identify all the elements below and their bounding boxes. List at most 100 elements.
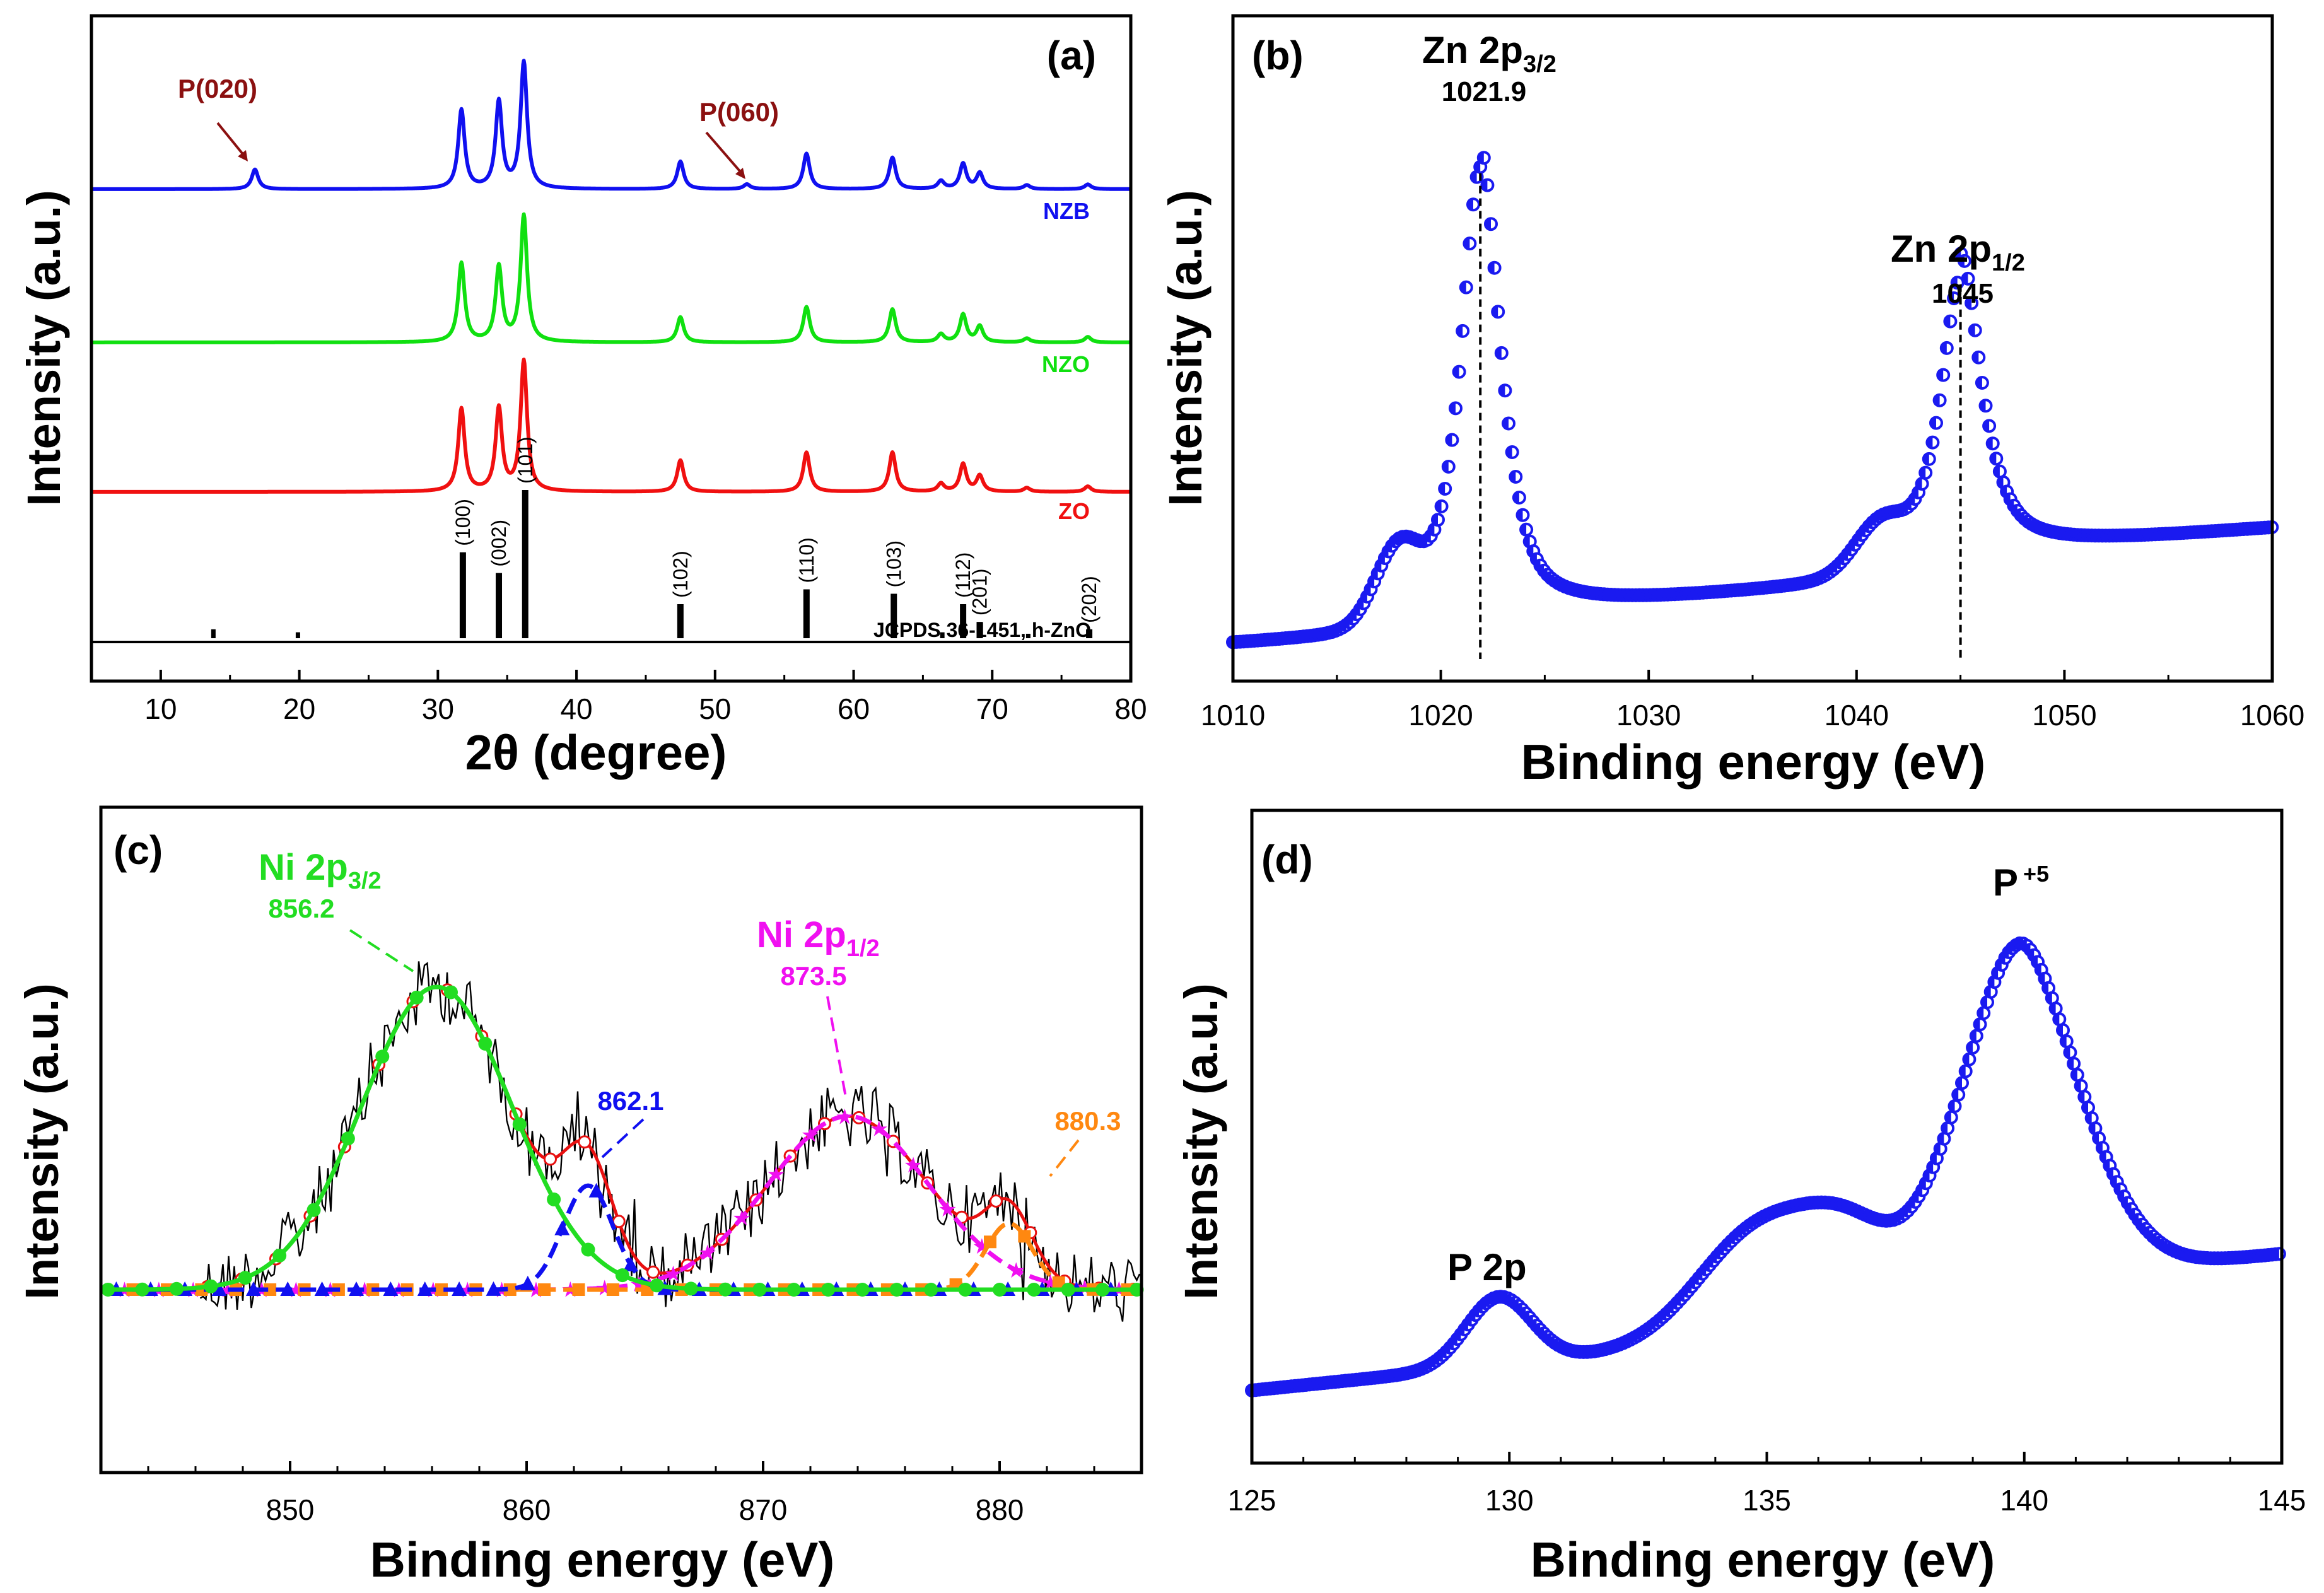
component-ni2p32-leader — [349, 929, 414, 972]
data-point-fill — [2032, 956, 2038, 968]
data-point-fill — [1468, 199, 1473, 211]
component-ni2p12-leader — [826, 996, 848, 1101]
component-marker — [1052, 1276, 1065, 1289]
data-point-fill — [1428, 523, 1435, 535]
envelope-marker — [544, 1152, 557, 1166]
reference-stick-label: (101) — [514, 436, 537, 484]
component-marker — [417, 1281, 433, 1296]
component-marker — [409, 990, 424, 1005]
component-marker: ★ — [904, 1153, 923, 1177]
data-point-fill — [1930, 417, 1936, 429]
data-point-fill — [1372, 568, 1378, 580]
reference-stick-label: (202) — [1078, 576, 1101, 623]
panel-0-tick-label: 10 — [144, 692, 177, 725]
component-marker: ★ — [835, 1105, 854, 1129]
data-point-fill — [1959, 1065, 1966, 1077]
peak-label-p5: P +5 — [1993, 861, 2049, 904]
component-ni2p32-sub: 3/2 — [348, 868, 382, 894]
panel-b-plot-area — [1226, 151, 2279, 659]
component-ni2p12-name: Ni 2p — [757, 914, 846, 955]
panel-2-tick-label: 860 — [503, 1493, 551, 1526]
component-marker — [264, 1283, 277, 1296]
component-marker — [135, 1282, 149, 1297]
component-marker — [170, 1281, 184, 1296]
data-point-fill — [2104, 1160, 2110, 1172]
component-marker — [623, 1256, 638, 1271]
data-point-fill — [2064, 1046, 2070, 1058]
data-point-fill — [1513, 492, 1519, 503]
envelope-marker — [989, 1194, 1003, 1208]
data-point-fill — [2079, 1091, 2085, 1103]
peak-label-zn2p12: Zn 2p1/2 — [1891, 228, 2025, 276]
data-point-fill — [1930, 1152, 1937, 1164]
panel-d-xlabel: Binding energy (eV) — [1531, 1532, 1995, 1587]
data-point-fill — [2266, 522, 2272, 533]
component-marker — [650, 1278, 664, 1293]
data-point-fill — [1446, 434, 1452, 446]
data-point-fill — [1924, 1170, 1930, 1181]
data-point-fill — [1945, 1111, 1951, 1123]
panel-a-ref-label: JCPDS 36-1451, h-ZnO — [873, 619, 1091, 641]
peak-zn2p12-sub: 1/2 — [1992, 250, 2025, 276]
panel-2-tick-label: 870 — [739, 1493, 788, 1526]
data-point-fill — [1464, 238, 1470, 250]
data-point-fill — [1923, 453, 1929, 465]
panel-0-tick-label: 80 — [1114, 692, 1147, 725]
component-ni2p12-sub: 1/2 — [846, 935, 880, 962]
data-point-fill — [1478, 152, 1484, 164]
data-point-fill — [2082, 1102, 2088, 1114]
component-marker: ★ — [1007, 1259, 1025, 1283]
reference-stick-label: (100) — [452, 499, 474, 546]
panel-d-x-axis: 125 130 135 140 145 — [1228, 1452, 2306, 1517]
data-point-fill — [1488, 262, 1495, 274]
data-point-fill — [2035, 964, 2041, 976]
data-point-fill — [1934, 1143, 1941, 1155]
component-marker — [924, 1283, 938, 1297]
data-point-fill — [1492, 306, 1498, 318]
envelope-marker — [646, 1265, 660, 1279]
panel-0-tick-label: 50 — [699, 692, 731, 725]
data-point-fill — [1506, 446, 1512, 458]
component-marker — [572, 1283, 585, 1296]
panel-a-ylabel: Intensity (a.u.) — [18, 190, 70, 506]
component-marker — [349, 1281, 364, 1296]
panel-1-tick-label: 1060 — [2240, 699, 2304, 732]
data-point-fill — [1442, 461, 1449, 472]
component-marker — [341, 1131, 355, 1146]
component-marker: ★ — [766, 1162, 785, 1186]
panel-0-tick-label: 40 — [560, 692, 592, 725]
data-point-fill — [2075, 1080, 2081, 1092]
panel-1-tick-label: 1030 — [1616, 699, 1681, 732]
component-marker — [984, 1235, 996, 1249]
component-ni2p12-value: 873.5 — [780, 961, 846, 991]
peak-label-p2p: P 2p — [1447, 1246, 1527, 1288]
panel-3-tick-label: 135 — [1743, 1484, 1791, 1517]
data-point-fill — [1471, 171, 1477, 183]
panel-b-ylabel: Intensity (a.u.) — [1159, 190, 1212, 506]
component-marker — [855, 1283, 870, 1297]
component-marker — [547, 1192, 561, 1206]
reference-stick-label: (102) — [669, 551, 692, 598]
panel-a-label: (a) — [1047, 33, 1096, 78]
data-point-fill — [1934, 394, 1940, 406]
data-point-fill — [2096, 1142, 2103, 1154]
reference-stick-label: (110) — [795, 537, 818, 583]
data-point-fill — [2053, 1013, 2060, 1025]
panel-2-tick-label: 850 — [266, 1493, 315, 1526]
panel-c-label: (c) — [114, 827, 163, 873]
raw-data-line — [199, 961, 1141, 1322]
component-marker — [444, 985, 458, 1000]
annotation-p060: P(060) — [699, 97, 779, 127]
data-point-fill — [1453, 366, 1459, 378]
panel-c-plot-area: ★ ★ ★ ★ ★ ★ ★ ★ ★ ★ ★ ★ ★ ★ ★ ★ ★★★★★★★★★★★★ ★ ★ — [101, 961, 1144, 1322]
data-point-fill — [1927, 436, 1933, 448]
component-862-value: 862.1 — [597, 1086, 663, 1116]
data-point-fill — [1956, 1077, 1962, 1089]
panel-b-label: (b) — [1252, 33, 1304, 78]
component-marker — [581, 1242, 595, 1257]
component-marker: ★ — [663, 1262, 682, 1286]
data-point-fill — [1938, 1133, 1944, 1145]
panel-1-tick-label: 1040 — [1825, 699, 1889, 732]
data-point-fill — [2043, 982, 2049, 994]
data-point-fill — [1992, 967, 1999, 979]
